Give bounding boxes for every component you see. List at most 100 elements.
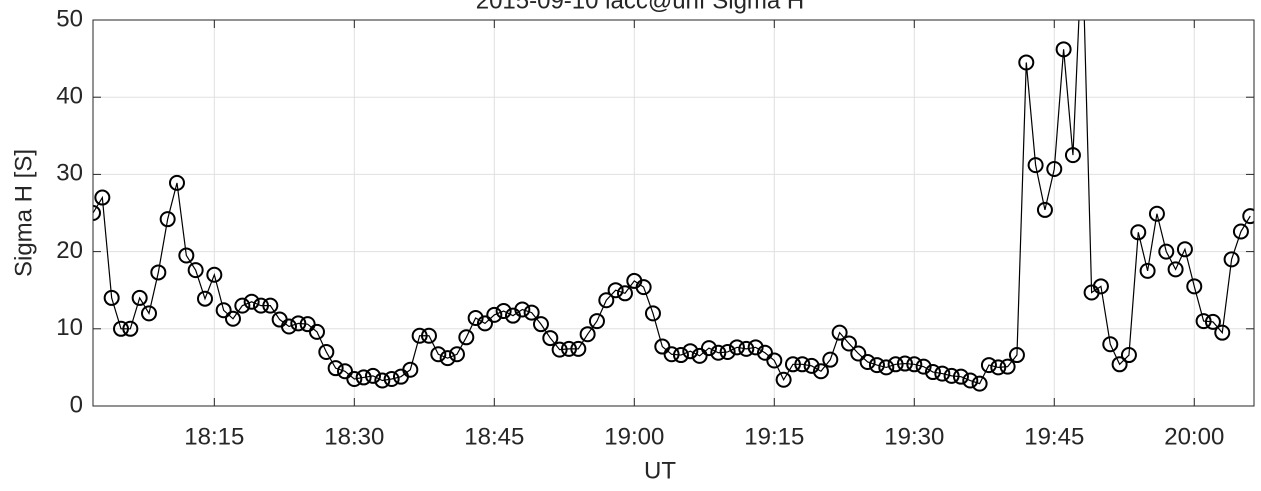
data-point xyxy=(532,316,549,333)
data-point xyxy=(887,356,904,373)
plot-area xyxy=(93,20,1254,392)
data-line xyxy=(93,20,1251,385)
data-point xyxy=(1204,313,1221,330)
data-point xyxy=(990,359,1007,376)
data-point xyxy=(1223,251,1240,268)
data-point xyxy=(150,264,167,281)
data-point xyxy=(308,323,325,340)
x-axis-label: UT xyxy=(644,457,676,484)
data-point xyxy=(430,346,447,363)
data-point xyxy=(346,370,363,387)
data-point xyxy=(262,297,279,314)
data-point xyxy=(1111,356,1128,373)
data-point xyxy=(1046,160,1063,177)
data-point xyxy=(178,247,195,264)
data-point xyxy=(215,302,232,319)
data-point xyxy=(831,324,848,341)
data-point xyxy=(448,346,465,363)
data-point xyxy=(112,320,129,337)
data-point xyxy=(1167,261,1184,278)
data-point xyxy=(458,329,475,346)
data-point xyxy=(318,343,335,360)
x-tick-label: 18:30 xyxy=(324,423,384,450)
data-point xyxy=(1176,241,1193,258)
data-point xyxy=(766,352,783,369)
data-point xyxy=(915,358,932,375)
data-point xyxy=(1158,243,1175,260)
x-tick-label: 20:00 xyxy=(1164,423,1224,450)
data-point xyxy=(962,372,979,389)
data-point xyxy=(588,313,605,330)
data-point xyxy=(682,343,699,360)
data-point xyxy=(719,343,736,360)
data-point xyxy=(234,297,251,314)
data-point xyxy=(93,205,101,221)
data-point xyxy=(551,341,568,358)
data-point xyxy=(103,289,120,306)
data-point xyxy=(243,293,260,310)
data-point xyxy=(1148,205,1165,222)
data-point xyxy=(131,289,148,306)
data-point xyxy=(1055,41,1072,58)
data-point xyxy=(756,344,773,361)
y-tick-label: 50 xyxy=(56,5,83,32)
data-point xyxy=(224,310,241,327)
data-point xyxy=(1018,54,1035,71)
data-point xyxy=(663,346,680,363)
data-point xyxy=(486,306,503,323)
data-point xyxy=(140,305,157,322)
data-point xyxy=(710,344,727,361)
data-point xyxy=(616,285,633,302)
data-point xyxy=(252,297,269,314)
data-point xyxy=(364,367,381,384)
data-point xyxy=(336,363,353,380)
y-tick-label: 0 xyxy=(70,391,83,418)
data-point xyxy=(206,266,223,283)
data-point xyxy=(579,326,596,343)
data-point xyxy=(570,340,587,357)
data-point xyxy=(560,340,577,357)
y-tick-label: 20 xyxy=(56,237,83,264)
data-point xyxy=(1102,336,1119,353)
data-point xyxy=(1195,313,1212,330)
x-tick-label: 19:15 xyxy=(744,423,804,450)
data-point xyxy=(476,315,493,332)
data-point xyxy=(159,211,176,228)
axes-frame xyxy=(92,19,1255,407)
data-point xyxy=(542,330,559,347)
data-point xyxy=(607,282,624,299)
data-point xyxy=(1064,147,1081,164)
data-point xyxy=(738,340,755,357)
data-point xyxy=(803,357,820,374)
data-point xyxy=(1139,262,1156,279)
data-point xyxy=(1120,347,1137,364)
data-point xyxy=(775,371,792,388)
data-point xyxy=(952,368,969,385)
data-point xyxy=(355,369,372,386)
data-point xyxy=(290,315,307,332)
data-point xyxy=(934,365,951,382)
data-point xyxy=(327,360,344,377)
data-point xyxy=(794,356,811,373)
data-point xyxy=(1027,157,1044,174)
data-point xyxy=(812,363,829,380)
data-point xyxy=(1130,224,1147,241)
data-point xyxy=(971,375,988,392)
data-point xyxy=(439,350,456,367)
data-point xyxy=(943,367,960,384)
data-point xyxy=(1092,278,1109,295)
data-point xyxy=(523,304,540,321)
data-point xyxy=(467,309,484,326)
data-point xyxy=(168,174,185,191)
data-point xyxy=(383,370,400,387)
data-point xyxy=(598,292,615,309)
data-point xyxy=(402,361,419,378)
data-point xyxy=(896,355,913,372)
data-point xyxy=(411,327,428,344)
data-point xyxy=(1008,347,1025,364)
data-point xyxy=(196,290,213,307)
data-point xyxy=(906,356,923,373)
data-point xyxy=(850,345,867,362)
x-tick-label: 18:15 xyxy=(184,423,244,450)
